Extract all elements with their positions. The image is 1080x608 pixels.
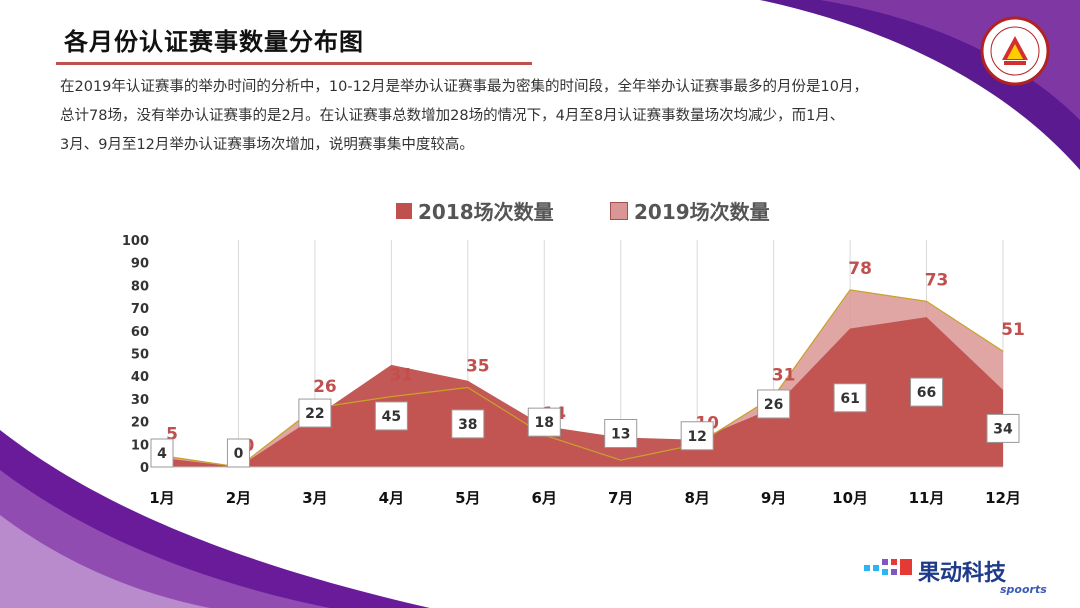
x-tick-label: 2月	[226, 489, 251, 507]
data-label-2018: 18	[535, 415, 554, 431]
data-label-2018: 22	[305, 406, 324, 422]
data-label-2019: 31	[390, 366, 414, 386]
x-tick-label: 1月	[149, 489, 174, 507]
x-tick-label: 10月	[832, 489, 868, 507]
x-tick-label: 3月	[302, 489, 327, 507]
chart-legend: 2018场次数量 2019场次数量	[0, 196, 1080, 226]
description-line-1: 在2019年认证赛事的举办时间的分析中，10-12月是举办认证赛事最为密集的时间…	[60, 79, 868, 95]
page-title: 各月份认证赛事数量分布图	[64, 28, 364, 56]
data-label-2019: 5	[166, 425, 178, 445]
data-label-2018: 61	[840, 391, 859, 407]
data-label-2019: 31	[772, 366, 796, 386]
y-tick-label: 50	[131, 348, 149, 363]
legend-swatch-2018	[396, 202, 412, 219]
data-label-2018: 34	[993, 421, 1013, 437]
legend-item-2019: 2019场次数量	[610, 196, 770, 225]
data-label-2018: 12	[687, 429, 706, 445]
data-label-2019: 26	[313, 377, 337, 397]
y-tick-label: 80	[131, 279, 149, 294]
data-label-2018: 4	[157, 446, 167, 462]
bottom-left-swoosh-pale	[0, 515, 210, 608]
x-tick-label: 9月	[761, 489, 786, 507]
data-label-2018: 38	[458, 417, 477, 433]
data-label-2019: 35	[466, 357, 490, 377]
association-logo	[980, 16, 1050, 86]
legend-item-2018: 2018场次数量	[396, 196, 554, 225]
data-label-2018-box	[604, 418, 638, 448]
data-label-2018-box	[527, 407, 561, 437]
series-2018-area	[162, 317, 1003, 467]
y-tick-label: 10	[131, 438, 149, 453]
y-tick-label: 90	[131, 257, 149, 272]
data-label-2018: 13	[611, 426, 630, 442]
data-label-2018-box	[226, 438, 250, 468]
y-tick-label: 60	[131, 325, 149, 340]
description-line-3: 3月、9月至12月举办认证赛事场次增加，说明赛事集中度较高。	[60, 137, 474, 153]
legend-label-2018: 2018场次数量	[418, 200, 554, 224]
x-tick-label: 4月	[379, 489, 404, 507]
description-text: 在2019年认证赛事的举办时间的分析中，10-12月是举办认证赛事最为密集的时间…	[60, 73, 960, 160]
x-tick-label: 5月	[455, 489, 480, 507]
data-label-2019: 51	[1001, 320, 1025, 340]
x-tick-label: 7月	[608, 489, 633, 507]
title-underline	[56, 62, 532, 65]
description-line-2: 总计78场，没有举办认证赛事的是2月。在认证赛事总数增加28场的情况下，4月至8…	[60, 108, 845, 124]
y-tick-label: 20	[131, 416, 149, 431]
data-label-2018-box	[150, 438, 174, 468]
data-label-2018-box	[910, 377, 944, 407]
brand-name-cn: 果动科技	[918, 561, 1007, 586]
data-label-2018-box	[986, 413, 1020, 443]
brand-name-en: spoorts	[1000, 583, 1047, 596]
legend-swatch-2019	[610, 201, 628, 220]
y-tick-label: 0	[140, 461, 149, 476]
data-label-2018-box	[833, 383, 867, 413]
x-tick-label: 12月	[985, 489, 1021, 507]
data-label-2019: 78	[848, 259, 872, 279]
y-tick-label: 100	[122, 234, 149, 249]
data-label-2018: 66	[917, 385, 936, 401]
data-label-2018-box	[451, 409, 485, 439]
data-label-2018-box	[680, 421, 714, 451]
x-tick-label: 6月	[532, 489, 557, 507]
data-label-2018: 45	[382, 409, 401, 425]
brand-logo-mark	[864, 559, 912, 575]
data-label-2019: 73	[925, 270, 949, 290]
data-label-2018-box	[757, 389, 791, 419]
data-label-2018: 0	[234, 446, 244, 462]
data-label-2018-box	[298, 398, 332, 428]
y-tick-label: 70	[131, 302, 149, 317]
y-tick-label: 30	[131, 393, 149, 408]
data-label-2018-box	[374, 401, 408, 431]
y-tick-label: 40	[131, 370, 149, 385]
x-tick-label: 8月	[684, 489, 709, 507]
x-tick-label: 11月	[909, 489, 945, 507]
legend-label-2019: 2019场次数量	[634, 200, 770, 224]
data-label-2018: 26	[764, 397, 783, 413]
